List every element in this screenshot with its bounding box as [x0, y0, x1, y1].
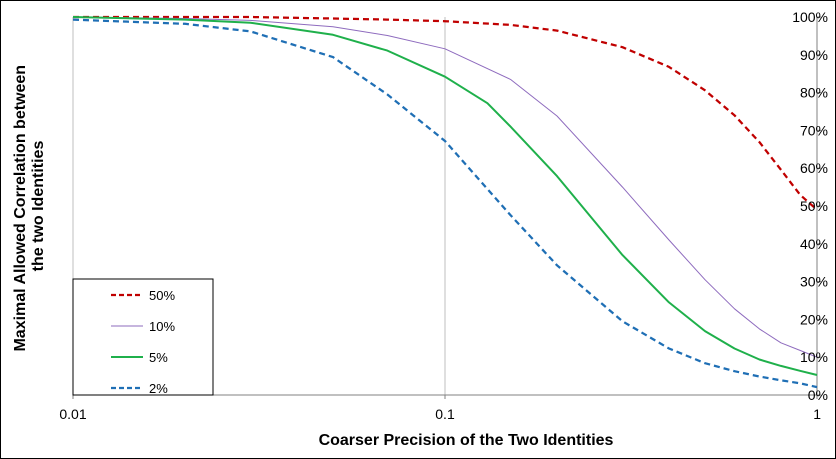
y-tick-label-10: 100%: [792, 9, 828, 25]
y-axis-title-line-2: the two Identities: [30, 141, 47, 272]
series-lines: [72, 15, 818, 389]
y-tick-label-9: 90%: [800, 47, 828, 63]
legend-box: [72, 278, 214, 396]
y-tick-label-6: 60%: [800, 160, 828, 176]
legend-label-5pct: 5%: [149, 350, 168, 365]
legend-label-2pct: 2%: [149, 381, 168, 396]
y-tick-label-0: 0%: [808, 387, 828, 403]
legend-label-50pct: 50%: [149, 288, 175, 303]
legend: 50% 10% 5% 2%: [72, 278, 214, 396]
y-tick-labels: 0% 10% 20% 30% 40% 50% 60% 70% 80% 90% 100%: [792, 9, 828, 403]
y-tick-label-7: 70%: [800, 122, 828, 138]
y-tick-label-5: 50%: [800, 198, 828, 214]
legend-label-10pct: 10%: [149, 319, 175, 334]
y-tick-label-2: 20%: [800, 311, 828, 327]
x-tick-label-2: 1: [813, 406, 821, 422]
y-axis-title-line-1: Maximal Allowed Correlation between: [12, 65, 29, 352]
y-tick-label-1: 10%: [800, 349, 828, 365]
series-line-2pct: [72, 18, 818, 389]
x-tick-label-1: 0.1: [435, 406, 455, 422]
series-line-5pct: [72, 16, 818, 376]
x-axis-title: Coarser Precision of the Two Identities: [319, 432, 614, 449]
y-tick-label-8: 80%: [800, 85, 828, 101]
y-tick-label-3: 30%: [800, 274, 828, 290]
y-tick-label-4: 40%: [800, 236, 828, 252]
x-tick-labels: 0.01 0.1 1: [59, 406, 821, 422]
y-axis-title: Maximal Allowed Correlation between the …: [12, 60, 47, 351]
series-line-10pct: [72, 16, 818, 358]
x-tick-label-0: 0.01: [59, 406, 86, 422]
